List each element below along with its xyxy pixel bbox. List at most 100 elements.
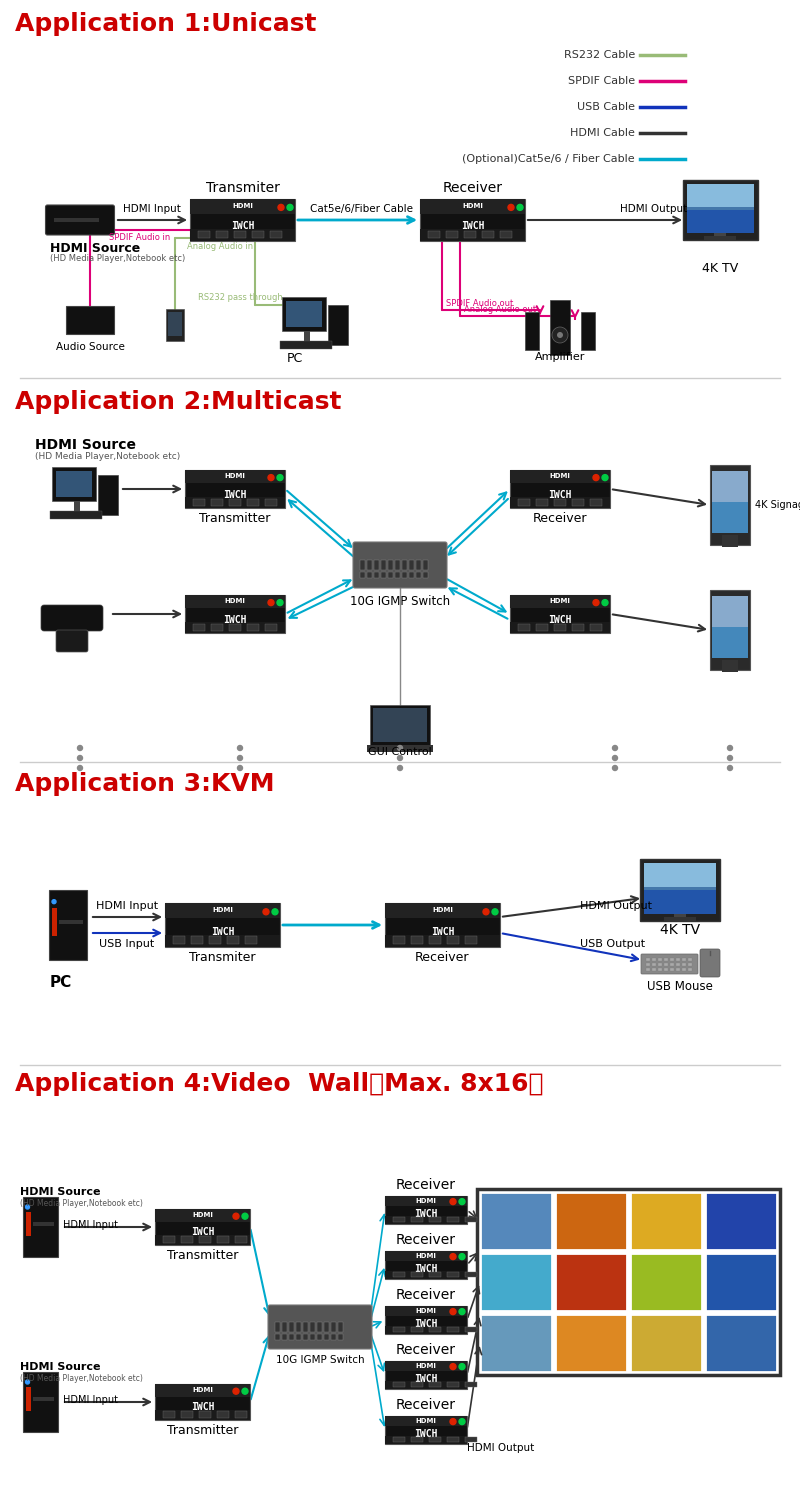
Bar bbox=[465, 1438, 477, 1442]
Bar bbox=[482, 231, 494, 239]
Text: IWCH: IWCH bbox=[414, 1210, 438, 1219]
Bar bbox=[510, 470, 610, 508]
Bar bbox=[428, 231, 440, 239]
Text: IWCH: IWCH bbox=[223, 615, 246, 624]
Bar bbox=[409, 572, 414, 578]
Bar bbox=[420, 200, 525, 213]
Bar bbox=[388, 572, 393, 578]
Bar bbox=[235, 1411, 247, 1418]
Bar bbox=[385, 903, 500, 947]
Bar bbox=[670, 959, 674, 962]
Bar bbox=[447, 1328, 459, 1332]
Text: PC: PC bbox=[287, 352, 303, 364]
Text: HDMI Source: HDMI Source bbox=[20, 1187, 101, 1198]
Bar bbox=[664, 959, 668, 962]
Text: Receiver: Receiver bbox=[396, 1399, 456, 1412]
Text: Receiver: Receiver bbox=[442, 181, 502, 195]
Text: HDMI Input: HDMI Input bbox=[63, 1220, 118, 1229]
Text: RS232 pass through: RS232 pass through bbox=[198, 293, 282, 302]
Bar bbox=[722, 535, 738, 547]
Bar bbox=[640, 859, 720, 921]
Bar bbox=[360, 559, 365, 570]
Bar bbox=[510, 596, 610, 634]
Circle shape bbox=[593, 475, 599, 481]
Bar bbox=[411, 1382, 423, 1388]
Bar bbox=[510, 497, 610, 508]
Bar bbox=[217, 1411, 229, 1418]
Bar bbox=[393, 1217, 405, 1222]
Bar bbox=[155, 1409, 250, 1420]
Bar bbox=[282, 296, 326, 331]
Bar bbox=[185, 596, 285, 634]
Bar bbox=[712, 472, 748, 534]
Circle shape bbox=[459, 1253, 465, 1259]
Bar bbox=[385, 1361, 467, 1390]
Bar bbox=[227, 936, 239, 945]
Bar bbox=[211, 499, 223, 505]
Bar bbox=[173, 936, 185, 945]
Circle shape bbox=[268, 600, 274, 606]
Circle shape bbox=[277, 600, 283, 606]
Circle shape bbox=[459, 1364, 465, 1370]
Bar bbox=[705, 1314, 777, 1371]
Bar bbox=[338, 1321, 343, 1332]
Bar bbox=[217, 1237, 229, 1243]
Bar bbox=[190, 230, 295, 240]
Text: (HD Media Player,Notebook etc): (HD Media Player,Notebook etc) bbox=[20, 1374, 143, 1383]
Text: Amplifier: Amplifier bbox=[535, 352, 585, 361]
Bar bbox=[385, 1436, 467, 1444]
Text: Application 4:Video  Wall（Max. 8x16）: Application 4:Video Wall（Max. 8x16） bbox=[15, 1072, 543, 1096]
Bar bbox=[644, 863, 716, 912]
Circle shape bbox=[459, 1418, 465, 1424]
Bar bbox=[670, 963, 674, 966]
Bar bbox=[324, 1334, 329, 1340]
Bar bbox=[155, 1383, 250, 1397]
Bar bbox=[688, 968, 692, 971]
Bar bbox=[480, 1253, 552, 1311]
Bar bbox=[275, 1334, 280, 1340]
Text: Transmiter: Transmiter bbox=[206, 181, 279, 195]
Bar bbox=[52, 467, 96, 500]
Text: IWCH: IWCH bbox=[414, 1374, 438, 1383]
Bar bbox=[385, 1196, 467, 1225]
Bar bbox=[199, 1237, 211, 1243]
Bar bbox=[644, 863, 716, 888]
Bar bbox=[155, 1235, 250, 1244]
Bar bbox=[374, 572, 379, 578]
Text: (HD Media Player,Notebook etc): (HD Media Player,Notebook etc) bbox=[20, 1199, 143, 1208]
Bar bbox=[385, 1380, 467, 1390]
Bar bbox=[536, 499, 548, 505]
Bar bbox=[247, 499, 259, 505]
Bar bbox=[252, 231, 264, 239]
Bar bbox=[199, 1411, 211, 1418]
Bar bbox=[465, 1382, 477, 1388]
Bar bbox=[446, 231, 458, 239]
Circle shape bbox=[78, 745, 82, 750]
Bar bbox=[209, 936, 221, 945]
Text: 10G IGMP Switch: 10G IGMP Switch bbox=[350, 596, 450, 608]
Circle shape bbox=[450, 1253, 456, 1259]
Bar bbox=[385, 1216, 467, 1225]
Text: IWCH: IWCH bbox=[548, 615, 572, 624]
Text: Transmitter: Transmitter bbox=[167, 1249, 238, 1263]
Text: HDMI: HDMI bbox=[550, 599, 570, 605]
Bar bbox=[385, 1250, 467, 1279]
Bar bbox=[280, 342, 332, 349]
Circle shape bbox=[398, 765, 402, 771]
Bar bbox=[393, 1328, 405, 1332]
Bar bbox=[50, 511, 102, 519]
Bar bbox=[686, 210, 754, 233]
Text: HDMI Output: HDMI Output bbox=[580, 901, 652, 912]
Bar bbox=[265, 624, 277, 631]
Text: HDMI: HDMI bbox=[432, 907, 453, 913]
Bar bbox=[712, 472, 748, 502]
Circle shape bbox=[26, 1380, 30, 1383]
Bar bbox=[310, 1334, 315, 1340]
Text: HDMI: HDMI bbox=[415, 1308, 437, 1314]
Text: HDMI: HDMI bbox=[462, 203, 483, 209]
FancyBboxPatch shape bbox=[41, 605, 103, 631]
Bar bbox=[181, 1237, 193, 1243]
Circle shape bbox=[459, 1199, 465, 1205]
Bar bbox=[714, 228, 726, 237]
Bar bbox=[652, 959, 656, 962]
